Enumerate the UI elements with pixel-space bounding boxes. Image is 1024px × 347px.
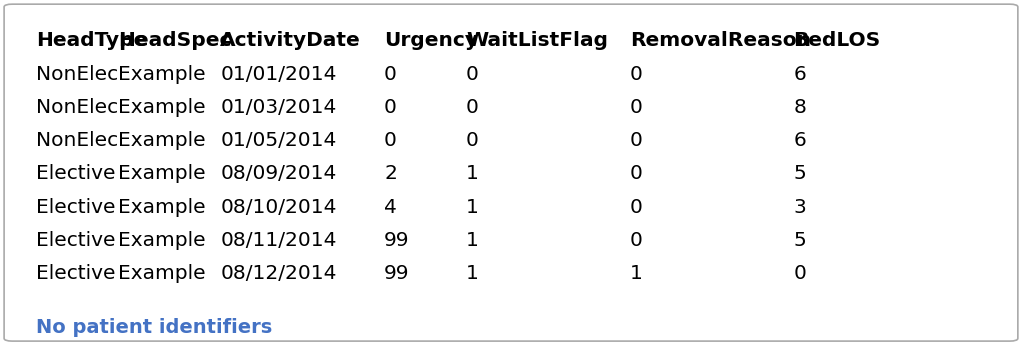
Text: No patient identifiers: No patient identifiers	[36, 318, 272, 337]
Text: 0: 0	[794, 264, 807, 283]
Text: Urgency: Urgency	[384, 31, 478, 50]
Text: 1: 1	[630, 264, 643, 283]
Text: Example: Example	[118, 65, 206, 84]
Text: 01/05/2014: 01/05/2014	[220, 131, 337, 150]
Text: NonElec: NonElec	[36, 65, 118, 84]
Text: Example: Example	[118, 264, 206, 283]
FancyBboxPatch shape	[4, 4, 1018, 341]
Text: 0: 0	[630, 98, 643, 117]
Text: 08/10/2014: 08/10/2014	[220, 198, 337, 217]
Text: NonElec: NonElec	[36, 131, 118, 150]
Text: 6: 6	[794, 131, 806, 150]
Text: 99: 99	[384, 231, 410, 250]
Text: 08/12/2014: 08/12/2014	[220, 264, 337, 283]
Text: 1: 1	[466, 231, 479, 250]
Text: Example: Example	[118, 198, 206, 217]
Text: 0: 0	[384, 98, 397, 117]
Text: Example: Example	[118, 98, 206, 117]
Text: 0: 0	[466, 65, 479, 84]
Text: WaitListFlag: WaitListFlag	[466, 31, 608, 50]
Text: 08/11/2014: 08/11/2014	[220, 231, 337, 250]
Text: HeadType: HeadType	[36, 31, 147, 50]
Text: 08/09/2014: 08/09/2014	[220, 164, 337, 184]
Text: NonElec: NonElec	[36, 98, 118, 117]
Text: 0: 0	[630, 231, 643, 250]
Text: 0: 0	[630, 164, 643, 184]
Text: 0: 0	[630, 198, 643, 217]
Text: 2: 2	[384, 164, 397, 184]
Text: 5: 5	[794, 164, 806, 184]
Text: HeadSpec: HeadSpec	[118, 31, 231, 50]
Text: 1: 1	[466, 264, 479, 283]
Text: Example: Example	[118, 131, 206, 150]
Text: 0: 0	[384, 65, 397, 84]
Text: Example: Example	[118, 231, 206, 250]
Text: 0: 0	[384, 131, 397, 150]
Text: 0: 0	[466, 131, 479, 150]
Text: 99: 99	[384, 264, 410, 283]
Text: 1: 1	[466, 164, 479, 184]
Text: 0: 0	[466, 98, 479, 117]
Text: 3: 3	[794, 198, 806, 217]
Text: 01/01/2014: 01/01/2014	[220, 65, 337, 84]
Text: ActivityDate: ActivityDate	[220, 31, 360, 50]
Text: 1: 1	[466, 198, 479, 217]
Text: 5: 5	[794, 231, 806, 250]
Text: RemovalReason: RemovalReason	[630, 31, 811, 50]
Text: Example: Example	[118, 164, 206, 184]
Text: 4: 4	[384, 198, 397, 217]
Text: 0: 0	[630, 65, 643, 84]
Text: 01/03/2014: 01/03/2014	[220, 98, 337, 117]
Text: 6: 6	[794, 65, 806, 84]
Text: Elective: Elective	[36, 198, 116, 217]
Text: BedLOS: BedLOS	[794, 31, 881, 50]
Text: Elective: Elective	[36, 264, 116, 283]
Text: Elective: Elective	[36, 231, 116, 250]
Text: 0: 0	[630, 131, 643, 150]
Text: 8: 8	[794, 98, 807, 117]
Text: Elective: Elective	[36, 164, 116, 184]
